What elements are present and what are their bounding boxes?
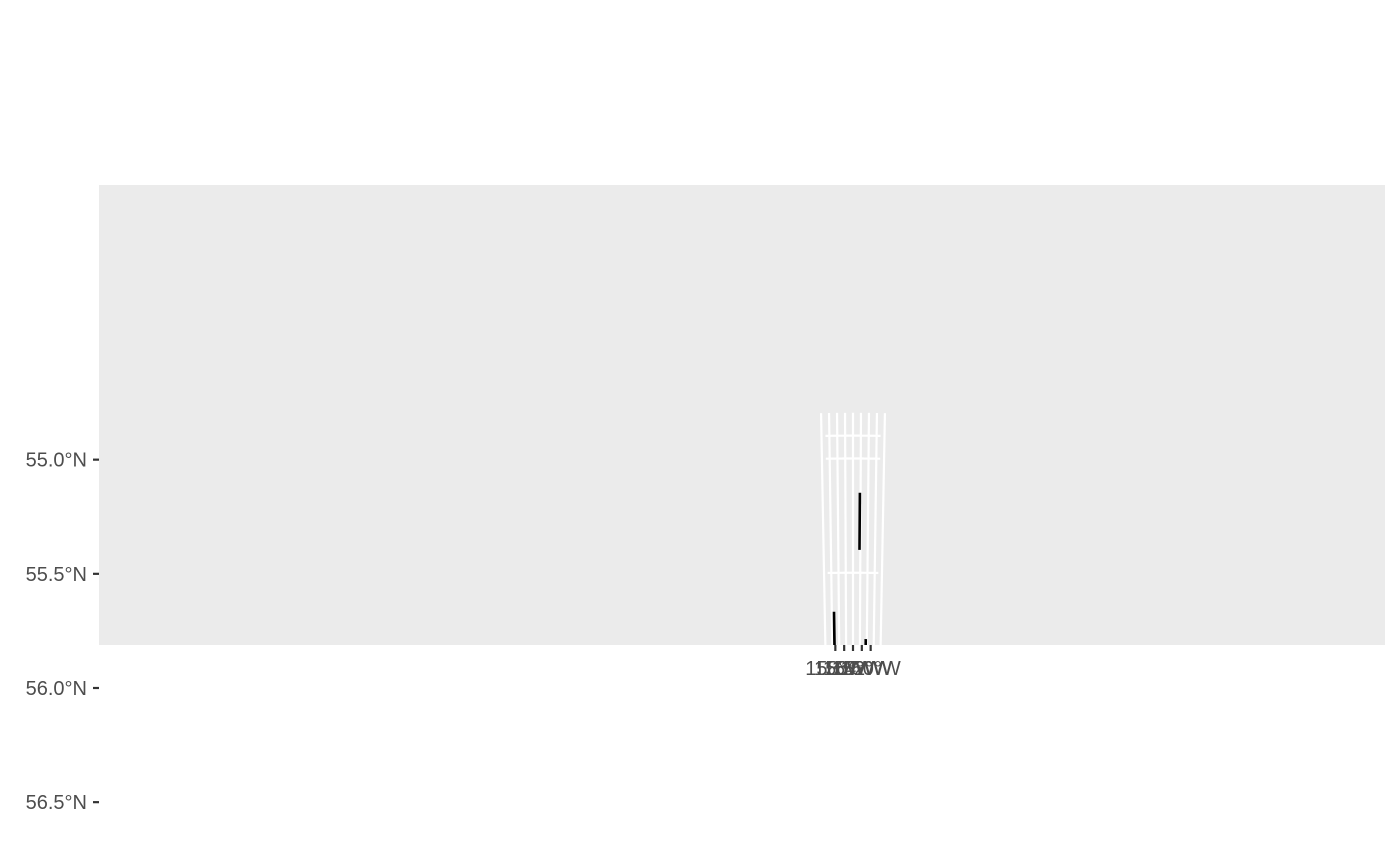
x-tick-label: 156°W — [814, 658, 874, 680]
grid-meridian — [865, 412, 871, 645]
plot-panel — [99, 185, 1385, 645]
x-tick-label: 158°W — [805, 658, 865, 680]
grid-meridian — [827, 412, 834, 645]
grid-meridian — [819, 413, 827, 645]
grid-meridian — [835, 412, 841, 645]
y-tick-label: 56.5°N — [26, 792, 87, 814]
grid-meridian — [843, 412, 848, 645]
y-tick-label: 55.0°N — [26, 450, 87, 472]
track-lines — [832, 492, 868, 645]
x-tick-label: 150°W — [841, 658, 901, 680]
grid-meridian — [872, 412, 879, 645]
x-tick-label: 154°W — [823, 658, 883, 680]
x-tick-label: 152°W — [832, 658, 892, 680]
track-line — [864, 639, 868, 645]
grid-meridian — [879, 413, 887, 645]
y-tick-label: 55.5°N — [26, 564, 87, 586]
track-line — [832, 611, 836, 645]
y-tick-label: 56.0°N — [26, 678, 87, 700]
